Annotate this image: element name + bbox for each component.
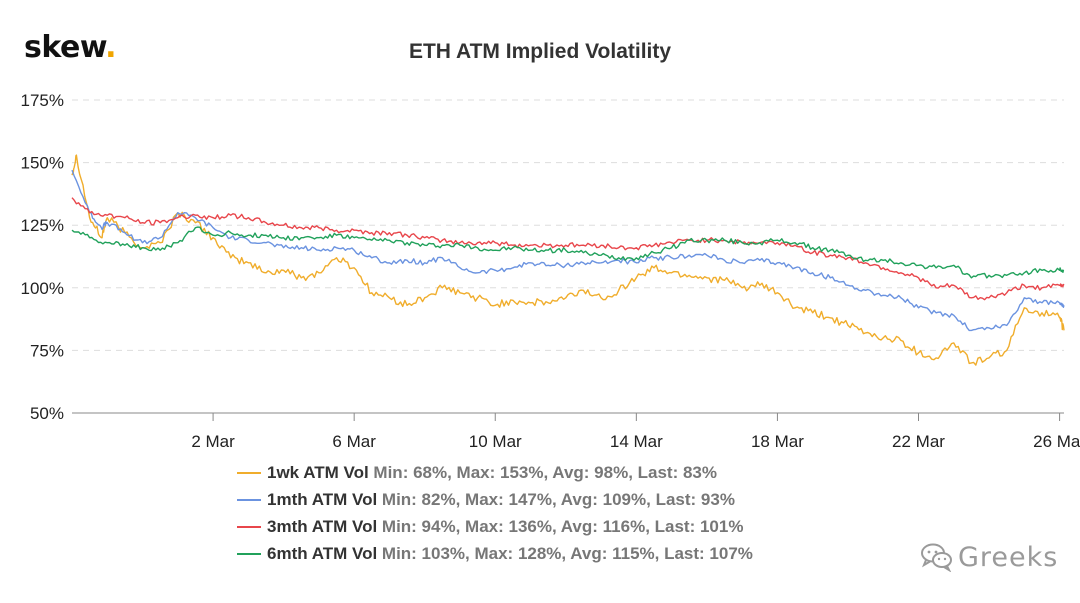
logo-dot: . [105,30,117,65]
wechat-icon [921,543,952,572]
x-tick-label: 26 Mar [1033,432,1080,451]
x-tick-label: 6 Mar [332,432,376,451]
y-tick-label: 50% [30,404,64,423]
x-tick-label: 22 Mar [892,432,945,451]
legend-series-name: 6mth ATM Vol Min: 103%, Max: 128%, Avg: … [267,544,753,563]
skew-logo: skew. [24,30,117,65]
y-tick-label: 125% [21,216,64,235]
legend-swatch [237,472,261,474]
logo-text: skew [24,30,106,65]
legend-series-stats: Min: 103%, Max: 128%, Avg: 115%, Last: 1… [381,544,753,563]
x-tick-label: 10 Mar [469,432,522,451]
legend-series-stats: Min: 68%, Max: 153%, Avg: 98%, Last: 83% [373,463,717,482]
y-tick-label: 175% [21,91,64,110]
y-axis-ticks: 50% 75% 100% 125% 150% 175% [21,91,64,423]
x-tick-label: 18 Mar [751,432,804,451]
watermark: Greeks [920,540,1058,574]
series-line-1 [71,154,1065,366]
chart-title: ETH ATM Implied Volatility [408,40,672,63]
y-tick-label: 150% [21,154,64,173]
legend-series-name: 3mth ATM Vol Min: 94%, Max: 136%, Avg: 1… [267,517,744,536]
legend-series-name: 1mth ATM Vol Min: 82%, Max: 147%, Avg: 1… [267,490,735,509]
x-axis-ticks: 2 Mar 6 Mar 10 Mar 14 Mar 18 Mar 22 Mar 26 Mar [191,413,1080,451]
series-line-4 [71,226,1065,279]
y-tick-label: 100% [21,279,64,298]
legend-swatch [237,526,261,528]
legend-swatch [237,499,261,501]
series-lines [71,154,1065,366]
series-line-2 [71,169,1065,332]
y-tick-label: 75% [30,341,64,360]
series-line-3 [71,197,1065,301]
legend-series-name: 1wk ATM Vol Min: 68%, Max: 153%, Avg: 98… [267,463,717,482]
legend-swatch [237,553,261,555]
watermark-text: Greeks [958,541,1059,573]
x-tick-label: 2 Mar [191,432,235,451]
x-tick-label: 14 Mar [610,432,663,451]
legend-series-stats: Min: 82%, Max: 147%, Avg: 109%, Last: 93… [381,490,735,509]
gridlines [72,99,1064,351]
legend-series-stats: Min: 94%, Max: 136%, Avg: 116%, Last: 10… [381,517,744,536]
